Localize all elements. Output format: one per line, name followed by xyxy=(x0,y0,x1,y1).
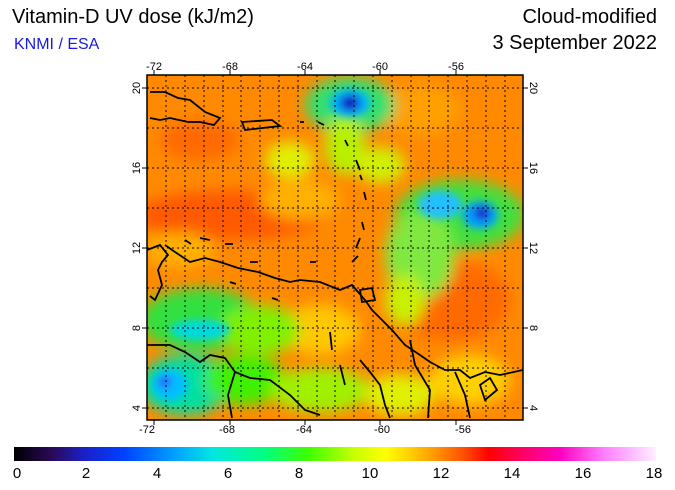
lon-top-label: -68 xyxy=(222,61,238,73)
lat-right-label: 20 xyxy=(527,82,539,94)
colorbar-tick-label: 16 xyxy=(574,465,592,482)
colorbar-tick-label: 0 xyxy=(12,465,22,482)
lat-left-label: 16 xyxy=(131,162,143,174)
organization-label: KNMI / ESA xyxy=(14,36,100,53)
colorbar-tick-label: 8 xyxy=(294,465,304,482)
colorbar-tick-label: 12 xyxy=(432,465,450,482)
lon-bottom-label: -68 xyxy=(219,424,235,436)
uv-field xyxy=(147,75,523,420)
lon-bottom-label: -56 xyxy=(455,424,471,436)
lon-top-label: -56 xyxy=(448,61,464,73)
axis-ticks xyxy=(142,70,528,425)
product-label: Cloud-modified xyxy=(522,6,657,28)
coastlines xyxy=(147,91,523,419)
lon-bottom-label: -64 xyxy=(296,424,312,436)
lat-right-label: 12 xyxy=(527,242,539,254)
lon-top-label: -60 xyxy=(372,61,388,73)
colorbar-tick-label: 6 xyxy=(223,465,233,482)
lat-left-label: 4 xyxy=(131,405,143,411)
colorbar-tick-label: 2 xyxy=(81,465,91,482)
lon-bottom-label: -72 xyxy=(139,424,155,436)
lon-top-label: -72 xyxy=(146,61,162,73)
lat-right-label: 4 xyxy=(527,405,539,411)
lat-left-label: 12 xyxy=(131,242,143,254)
colorbar xyxy=(14,447,656,461)
colorbar-tick-label: 14 xyxy=(503,465,521,482)
map-title: Vitamin-D UV dose (kJ/m2) xyxy=(12,6,254,28)
colorbar-tick-label: 10 xyxy=(361,465,379,482)
lat-right-label: 8 xyxy=(527,325,539,331)
colorbar-tick-label: 18 xyxy=(645,465,663,482)
lon-bottom-label: -60 xyxy=(374,424,390,436)
colorbar-gradient xyxy=(14,447,656,461)
lat-left-label: 8 xyxy=(131,325,143,331)
lon-top-label: -64 xyxy=(297,61,313,73)
lat-left-label: 20 xyxy=(131,82,143,94)
uv-dose-map: -72 -68 -64 -60 -56 -72 -68 -64 -60 -56 … xyxy=(131,61,539,436)
lat-right-label: 16 xyxy=(527,162,539,174)
colorbar-tick-label: 4 xyxy=(152,465,162,482)
date-label: 3 September 2022 xyxy=(492,32,657,54)
